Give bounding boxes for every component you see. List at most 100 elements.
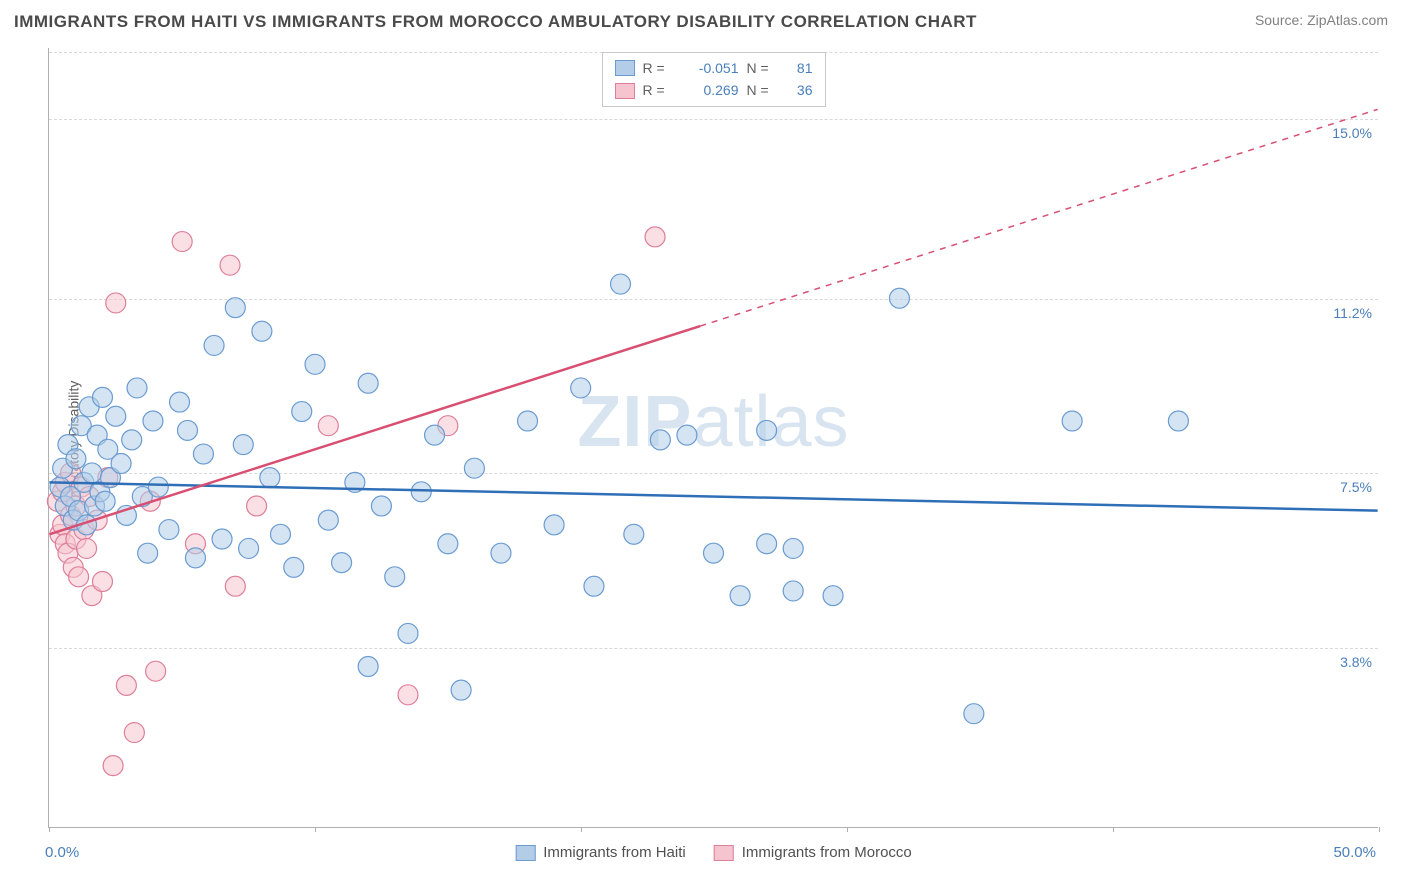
xtick-mark: [847, 827, 848, 832]
series-legend: Immigrants from Haiti Immigrants from Mo…: [515, 844, 912, 861]
chart-area: ZIPatlas 3.8%7.5%11.2%15.0% R = -0.051 N…: [48, 48, 1378, 828]
swatch-haiti-icon: [515, 845, 535, 861]
data-point: [385, 567, 405, 587]
swatch-morocco: [615, 83, 635, 99]
data-point: [284, 557, 304, 577]
data-point: [220, 255, 240, 275]
xtick-mark: [581, 827, 582, 832]
data-point: [106, 406, 126, 426]
data-point: [193, 444, 213, 464]
data-point: [82, 463, 102, 483]
data-point: [318, 510, 338, 530]
r-value-haiti: -0.051: [683, 57, 739, 79]
scatter-plot: [49, 48, 1378, 827]
data-point: [95, 491, 115, 511]
n-value-morocco: 36: [783, 79, 813, 101]
data-point: [571, 378, 591, 398]
data-point: [451, 680, 471, 700]
swatch-haiti: [615, 60, 635, 76]
data-point: [544, 515, 564, 535]
data-point: [318, 416, 338, 436]
data-point: [305, 354, 325, 374]
data-point: [77, 538, 97, 558]
correlation-legend: R = -0.051 N = 81 R = 0.269 N = 36: [602, 52, 826, 107]
data-point: [438, 534, 458, 554]
legend-item-morocco: Immigrants from Morocco: [714, 844, 912, 861]
data-point: [270, 524, 290, 544]
legend-label-morocco: Immigrants from Morocco: [742, 844, 912, 861]
legend-label-haiti: Immigrants from Haiti: [543, 844, 686, 861]
data-point: [611, 274, 631, 294]
data-point: [823, 586, 843, 606]
data-point: [172, 232, 192, 252]
data-point: [92, 572, 112, 592]
data-point: [69, 567, 89, 587]
xtick-mark: [315, 827, 316, 832]
data-point: [411, 482, 431, 502]
data-point: [66, 449, 86, 469]
data-point: [292, 402, 312, 422]
data-point: [146, 661, 166, 681]
data-point: [225, 298, 245, 318]
data-point: [260, 468, 280, 488]
data-point: [143, 411, 163, 431]
data-point: [889, 288, 909, 308]
x-start-label: 0.0%: [45, 844, 79, 861]
data-point: [92, 387, 112, 407]
xtick-mark: [1379, 827, 1380, 832]
data-point: [1168, 411, 1188, 431]
data-point: [358, 373, 378, 393]
xtick-mark: [1113, 827, 1114, 832]
legend-item-haiti: Immigrants from Haiti: [515, 844, 686, 861]
source-label: Source: ZipAtlas.com: [1255, 12, 1388, 28]
xtick-mark: [49, 827, 50, 832]
data-point: [783, 581, 803, 601]
x-end-label: 50.0%: [1333, 844, 1376, 861]
data-point: [212, 529, 232, 549]
data-point: [783, 538, 803, 558]
data-point: [124, 723, 144, 743]
r-value-morocco: 0.269: [683, 79, 739, 101]
data-point: [252, 321, 272, 341]
data-point: [425, 425, 445, 445]
data-point: [491, 543, 511, 563]
data-point: [757, 420, 777, 440]
data-point: [757, 534, 777, 554]
n-value-haiti: 81: [783, 57, 813, 79]
data-point: [1062, 411, 1082, 431]
data-point: [645, 227, 665, 247]
data-point: [247, 496, 267, 516]
chart-title: IMMIGRANTS FROM HAITI VS IMMIGRANTS FROM…: [14, 12, 977, 32]
data-point: [730, 586, 750, 606]
data-point: [332, 553, 352, 573]
data-point: [964, 704, 984, 724]
legend-row-haiti: R = -0.051 N = 81: [615, 57, 813, 79]
data-point: [159, 520, 179, 540]
data-point: [116, 675, 136, 695]
legend-row-morocco: R = 0.269 N = 36: [615, 79, 813, 101]
data-point: [358, 656, 378, 676]
data-point: [138, 543, 158, 563]
data-point: [122, 430, 142, 450]
data-point: [239, 538, 259, 558]
data-point: [106, 293, 126, 313]
data-point: [677, 425, 697, 445]
data-point: [518, 411, 538, 431]
data-point: [233, 435, 253, 455]
data-point: [371, 496, 391, 516]
data-point: [204, 335, 224, 355]
trend-line-dashed: [700, 109, 1377, 326]
data-point: [704, 543, 724, 563]
data-point: [225, 576, 245, 596]
data-point: [103, 756, 123, 776]
data-point: [650, 430, 670, 450]
data-point: [178, 420, 198, 440]
data-point: [170, 392, 190, 412]
data-point: [398, 623, 418, 643]
data-point: [464, 458, 484, 478]
data-point: [398, 685, 418, 705]
data-point: [127, 378, 147, 398]
data-point: [584, 576, 604, 596]
data-point: [111, 453, 131, 473]
swatch-morocco-icon: [714, 845, 734, 861]
